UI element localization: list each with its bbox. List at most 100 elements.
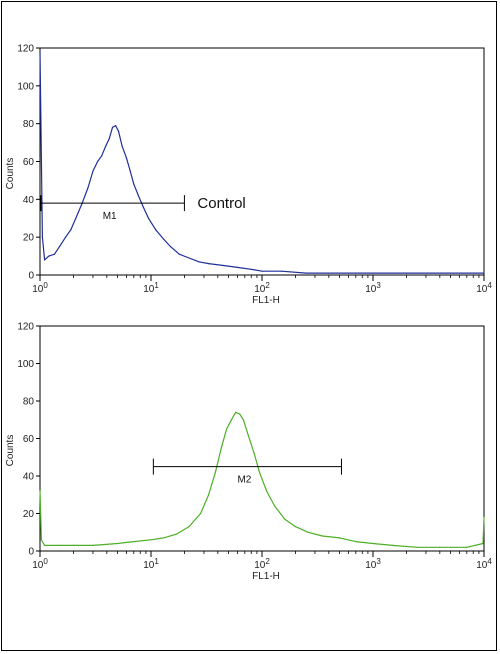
y-tick-label: 60 bbox=[23, 157, 35, 168]
histogram-point bbox=[97, 160, 99, 163]
histogram-point bbox=[339, 537, 341, 539]
histogram-point bbox=[108, 138, 110, 140]
histogram-point bbox=[125, 157, 127, 159]
histogram-point bbox=[188, 257, 190, 259]
histogram-series-line bbox=[39, 411, 485, 548]
x-tick-label: 101 bbox=[143, 281, 159, 295]
histogram-point bbox=[266, 490, 268, 492]
histogram-point bbox=[372, 542, 374, 545]
y-tick-label: 0 bbox=[28, 547, 34, 558]
y-tick-label: 20 bbox=[23, 509, 35, 520]
histogram-point bbox=[117, 130, 120, 132]
histogram-point bbox=[405, 272, 407, 274]
y-tick-label: 120 bbox=[17, 44, 34, 55]
histogram-point bbox=[137, 195, 139, 197]
histogram-point bbox=[482, 542, 484, 545]
x-tick-label: 102 bbox=[254, 281, 270, 295]
histogram-point bbox=[450, 272, 452, 274]
histogram-point bbox=[261, 270, 263, 272]
x-tick-label: 103 bbox=[365, 281, 381, 295]
histogram-point bbox=[58, 544, 61, 547]
histogram-point bbox=[220, 447, 222, 449]
gate-label: M1 bbox=[103, 211, 117, 222]
histogram-point bbox=[163, 537, 165, 539]
histogram-point bbox=[53, 253, 56, 255]
control-histogram-panel: 0 20 40 60 80 100 120 100 101 102 103 104 FL1-H Count… bbox=[5, 44, 492, 307]
plot-area-border bbox=[39, 325, 485, 552]
histogram-point bbox=[253, 452, 255, 455]
y-tick-label: 100 bbox=[17, 359, 34, 370]
y-tick-label: 40 bbox=[23, 472, 35, 483]
histogram-point bbox=[208, 263, 210, 265]
control-annotation: Control bbox=[197, 195, 245, 212]
histogram-point bbox=[58, 246, 61, 248]
y-tick-label: 40 bbox=[23, 195, 35, 206]
histogram-point bbox=[117, 542, 119, 545]
histogram-point bbox=[155, 229, 157, 231]
histogram-point bbox=[129, 170, 131, 172]
y-tick-label: 20 bbox=[23, 233, 35, 244]
histogram-point bbox=[284, 518, 286, 520]
histogram-point bbox=[65, 236, 67, 238]
histogram-series-line bbox=[39, 51, 484, 274]
histogram-point bbox=[274, 505, 276, 507]
sample-histogram-panel: 0 20 40 60 80 100 120 100 101 102 103 104 FL1-H Count… bbox=[5, 322, 492, 583]
histogram-point bbox=[105, 145, 107, 147]
x-tick-label: 102 bbox=[254, 557, 270, 571]
histogram-point bbox=[87, 187, 89, 189]
histogram-point bbox=[75, 217, 77, 219]
histogram-point bbox=[239, 413, 241, 415]
histogram-point bbox=[147, 217, 150, 219]
y-tick-label: 80 bbox=[23, 119, 35, 130]
histogram-point bbox=[247, 434, 249, 436]
x-tick-label: 100 bbox=[32, 281, 48, 295]
plot-area-border bbox=[39, 47, 485, 276]
x-tick-label: 101 bbox=[143, 557, 159, 571]
histogram-point bbox=[214, 471, 216, 473]
histogram-point bbox=[198, 261, 200, 263]
histogram-point bbox=[111, 126, 114, 128]
histogram-point bbox=[39, 51, 41, 53]
histogram-point bbox=[163, 238, 165, 240]
histogram-point bbox=[222, 264, 225, 267]
histogram-point bbox=[321, 535, 323, 537]
x-tick-label: 100 bbox=[32, 557, 48, 571]
histogram-point bbox=[416, 546, 418, 548]
y-tick-label: 60 bbox=[23, 434, 35, 445]
histogram-point bbox=[176, 533, 178, 535]
histogram-point bbox=[142, 206, 144, 208]
histogram-point bbox=[150, 539, 152, 541]
histogram-point bbox=[230, 419, 232, 421]
histogram-point bbox=[355, 541, 357, 543]
histogram-point bbox=[115, 125, 117, 127]
histogram-point bbox=[466, 546, 468, 548]
histogram-point bbox=[280, 270, 283, 272]
histogram-point bbox=[236, 266, 238, 268]
histogram-point bbox=[44, 544, 46, 547]
x-axis-label: FL1-H bbox=[252, 571, 280, 582]
y-tick-label: 120 bbox=[17, 322, 34, 333]
histogram-point bbox=[178, 253, 180, 255]
histogram-point bbox=[294, 526, 296, 528]
histogram-point bbox=[200, 512, 202, 515]
histogram-point bbox=[121, 145, 123, 147]
histogram-point bbox=[72, 544, 74, 547]
histogram-point bbox=[226, 428, 228, 430]
histogram-point bbox=[40, 539, 43, 541]
histogram-point bbox=[250, 268, 252, 270]
histogram-point bbox=[169, 246, 172, 248]
histogram-point bbox=[92, 544, 94, 547]
histogram-point bbox=[70, 229, 72, 231]
histogram-point bbox=[133, 183, 135, 185]
y-tick-label: 100 bbox=[17, 81, 34, 92]
histogram-point bbox=[483, 272, 485, 274]
histogram-point bbox=[235, 411, 237, 413]
y-tick-label: 0 bbox=[28, 271, 34, 282]
x-tick-label: 104 bbox=[476, 281, 492, 295]
histogram-point bbox=[44, 259, 46, 261]
histogram-point bbox=[208, 494, 210, 496]
histogram-point bbox=[355, 272, 357, 274]
histogram-point bbox=[328, 272, 330, 274]
gate-label: M2 bbox=[237, 475, 251, 486]
